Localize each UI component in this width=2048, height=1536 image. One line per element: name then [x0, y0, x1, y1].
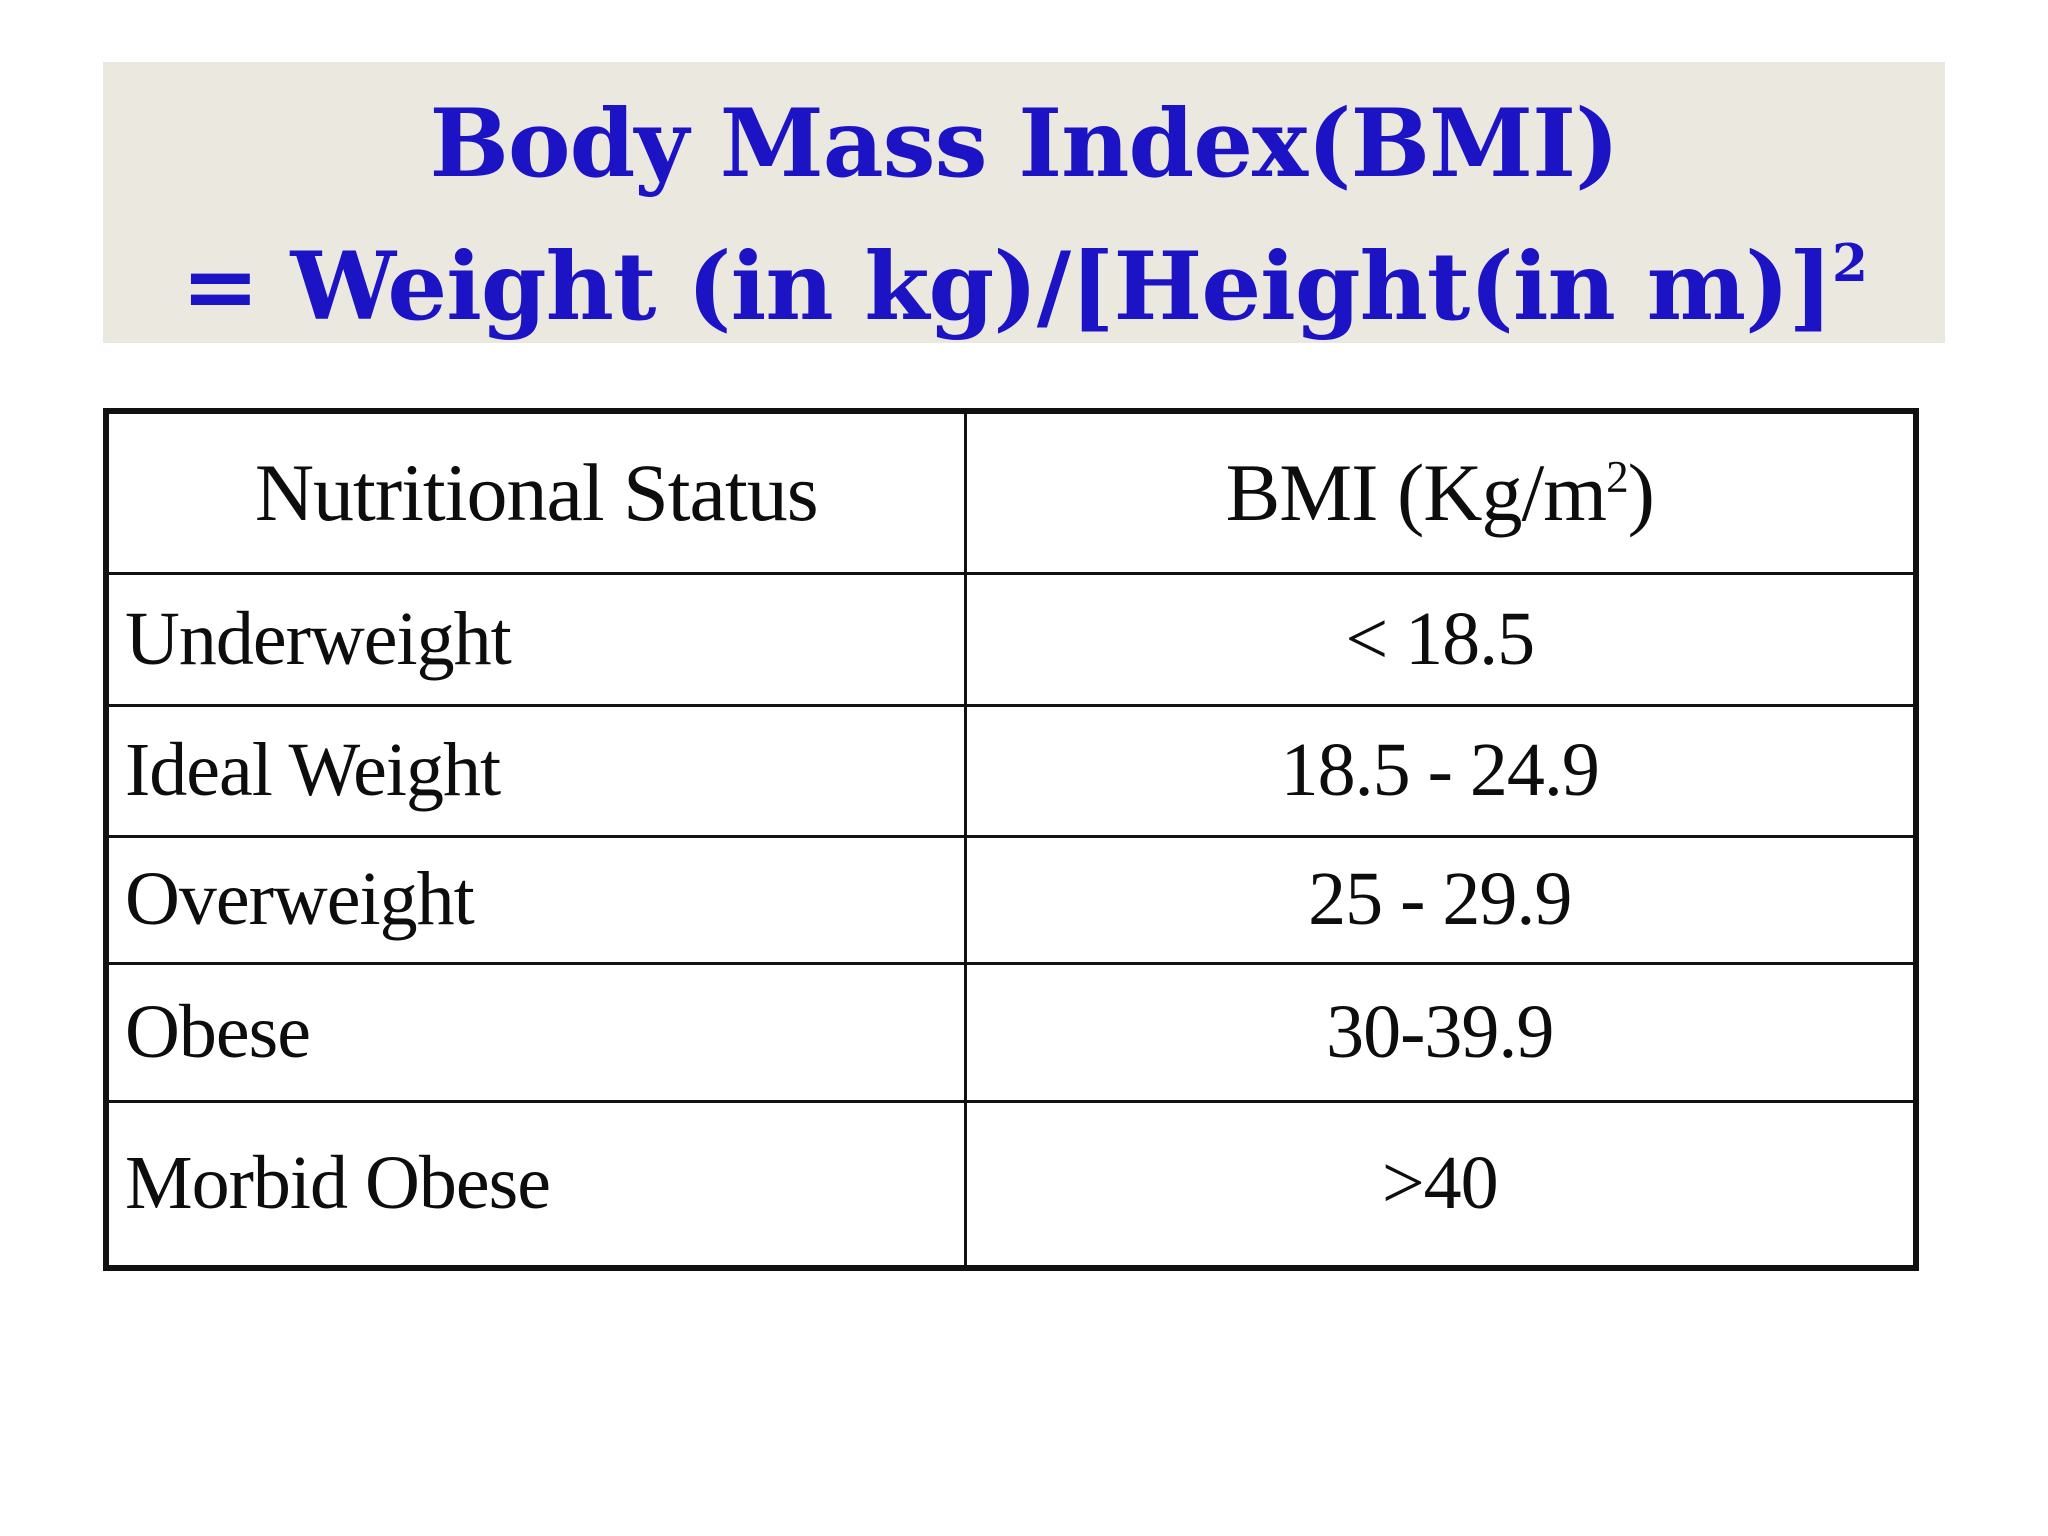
status-cell: Ideal Weight [104, 703, 967, 838]
table-row: Overweight 25 - 29.9 [104, 834, 1918, 965]
table-header-row: Nutritional Status BMI (Kg/m2) [104, 409, 1918, 575]
header-bmi: BMI (Kg/m2) [963, 409, 1918, 575]
title-line-2: = Weight (in kg)/[Height(in m)]2 [103, 204, 1945, 347]
header-bmi-close-paren: ) [1627, 446, 1655, 538]
header-bmi-label: BMI (Kg/m [1225, 446, 1607, 538]
header-nutritional-status: Nutritional Status [104, 409, 967, 575]
status-cell: Underweight [104, 571, 967, 707]
bmi-cell: 30-39.9 [963, 961, 1918, 1103]
table-row: Ideal Weight 18.5 - 24.9 [104, 703, 1918, 838]
status-cell: Morbid Obese [104, 1099, 967, 1270]
table-row: Obese 30-39.9 [104, 961, 1918, 1103]
header-bmi-superscript: 2 [1606, 451, 1629, 502]
bmi-cell: 18.5 - 24.9 [963, 703, 1918, 838]
title-banner: Body Mass Index(BMI) = Weight (in kg)/[H… [103, 62, 1945, 343]
title-formula-text: = Weight (in kg)/[Height(in m)] [181, 232, 1833, 342]
table-row: Underweight < 18.5 [104, 571, 1918, 707]
title-line-1: Body Mass Index(BMI) [103, 84, 1945, 204]
status-cell: Overweight [104, 834, 967, 965]
bmi-table: Nutritional Status BMI (Kg/m2) Underweig… [103, 408, 1919, 1271]
bmi-cell: < 18.5 [963, 571, 1918, 707]
bmi-cell: 25 - 29.9 [963, 834, 1918, 965]
header-nutritional-status-label: Nutritional Status [254, 446, 819, 538]
title-formula-superscript: 2 [1832, 233, 1868, 294]
title-line-1-text: Body Mass Index(BMI) [429, 89, 1619, 199]
status-cell: Obese [104, 961, 967, 1103]
table-row: Morbid Obese >40 [104, 1099, 1918, 1270]
bmi-cell: >40 [963, 1099, 1918, 1270]
